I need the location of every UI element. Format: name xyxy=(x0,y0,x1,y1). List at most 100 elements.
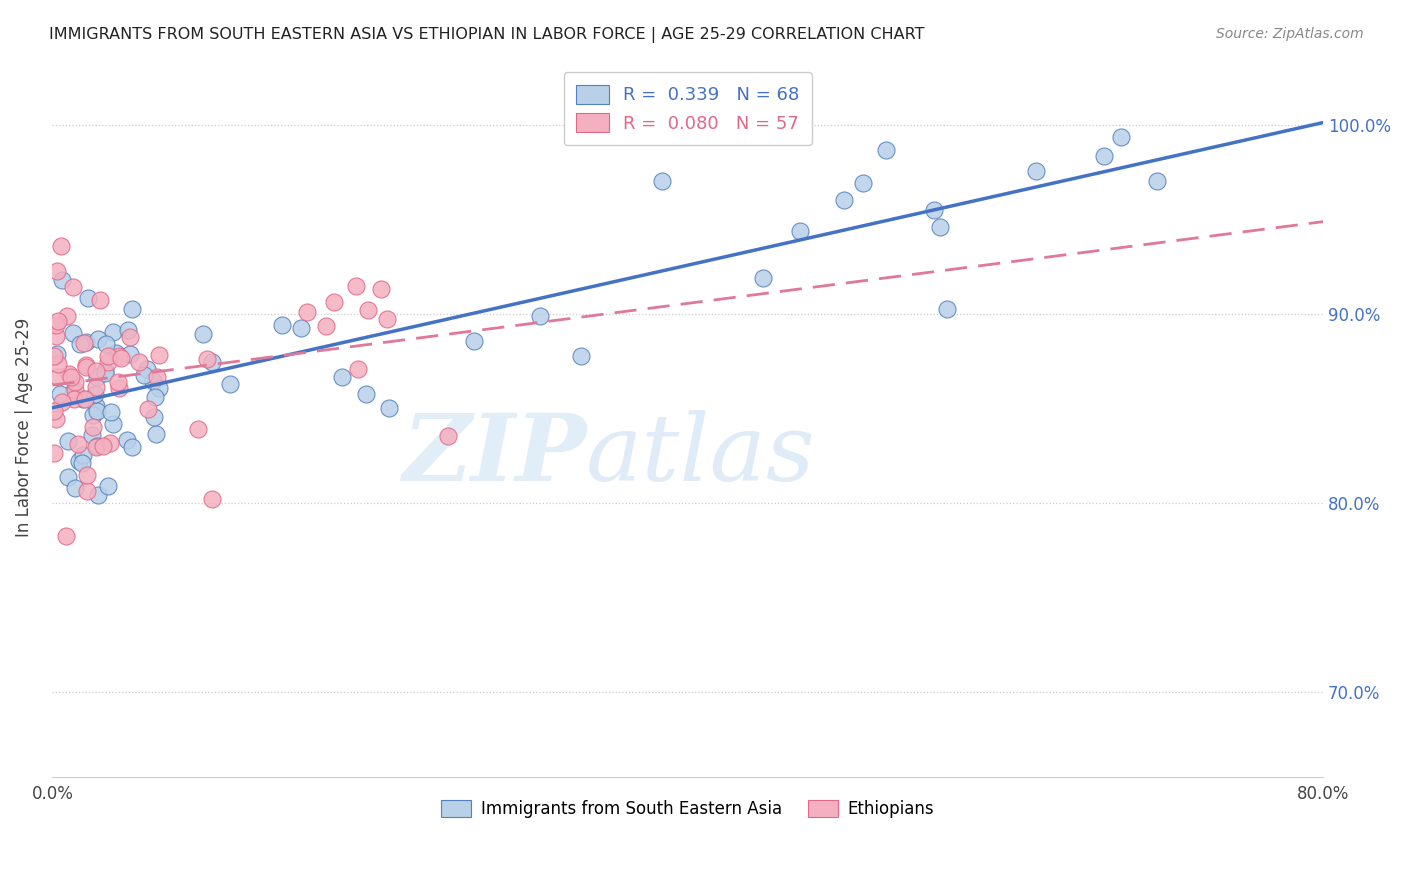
Point xyxy=(375,312,398,326)
Point xyxy=(84,386,107,401)
Point xyxy=(84,441,107,455)
Point xyxy=(51,238,73,252)
Point xyxy=(107,376,129,390)
Point xyxy=(148,381,170,395)
Point xyxy=(852,176,875,190)
Point xyxy=(121,301,143,316)
Point xyxy=(929,220,952,235)
Point xyxy=(101,325,124,339)
Point xyxy=(832,193,855,207)
Point xyxy=(86,332,108,346)
Point xyxy=(77,291,100,305)
Point xyxy=(75,360,97,375)
Point xyxy=(65,384,87,398)
Point xyxy=(75,335,97,350)
Point xyxy=(1092,148,1115,162)
Point xyxy=(94,366,117,380)
Point xyxy=(82,408,104,422)
Point xyxy=(87,488,110,502)
Point xyxy=(62,385,84,400)
Point xyxy=(82,419,104,434)
Point xyxy=(136,401,159,416)
Point xyxy=(80,428,103,442)
Text: ZIP: ZIP xyxy=(402,410,586,500)
Point xyxy=(315,319,337,334)
Point xyxy=(370,282,392,296)
Point xyxy=(101,417,124,431)
Point xyxy=(875,143,897,157)
Point xyxy=(354,387,377,401)
Point xyxy=(72,448,94,462)
Point xyxy=(86,370,108,384)
Point xyxy=(45,412,67,426)
Point xyxy=(219,377,242,392)
Point xyxy=(42,349,65,363)
Point xyxy=(76,483,98,498)
Point xyxy=(110,351,132,366)
Point xyxy=(108,349,131,363)
Point xyxy=(58,434,80,448)
Point xyxy=(142,374,165,388)
Point xyxy=(84,379,107,393)
Point xyxy=(96,337,118,351)
Y-axis label: In Labor Force | Age 25-29: In Labor Force | Age 25-29 xyxy=(15,318,32,537)
Point xyxy=(195,352,218,367)
Point xyxy=(120,330,142,344)
Point xyxy=(201,491,224,506)
Point xyxy=(62,326,84,340)
Point xyxy=(45,318,67,332)
Point xyxy=(297,305,319,319)
Point xyxy=(91,439,114,453)
Point xyxy=(128,355,150,369)
Point xyxy=(100,405,122,419)
Point xyxy=(46,347,69,361)
Point xyxy=(75,392,97,406)
Point xyxy=(107,381,129,395)
Point xyxy=(98,435,121,450)
Point xyxy=(84,364,107,378)
Point xyxy=(65,375,87,389)
Point xyxy=(76,467,98,482)
Point xyxy=(145,370,167,384)
Point xyxy=(89,293,111,307)
Point xyxy=(93,364,115,378)
Point xyxy=(143,410,166,425)
Point xyxy=(134,368,156,383)
Point xyxy=(330,370,353,384)
Point xyxy=(46,313,69,327)
Point xyxy=(46,264,69,278)
Point xyxy=(97,349,120,363)
Legend: Immigrants from South Eastern Asia, Ethiopians: Immigrants from South Eastern Asia, Ethi… xyxy=(434,793,941,824)
Point xyxy=(70,456,93,470)
Point xyxy=(290,320,312,334)
Point xyxy=(55,529,77,543)
Point xyxy=(105,345,128,359)
Point xyxy=(437,429,460,443)
Point xyxy=(120,347,142,361)
Point xyxy=(72,392,94,406)
Point xyxy=(651,174,673,188)
Point xyxy=(86,439,108,453)
Point xyxy=(571,349,593,363)
Point xyxy=(357,303,380,318)
Point xyxy=(48,357,70,371)
Point xyxy=(69,337,91,351)
Point xyxy=(347,362,370,376)
Text: atlas: atlas xyxy=(586,410,815,500)
Point xyxy=(86,403,108,417)
Point xyxy=(187,422,209,436)
Point xyxy=(56,470,79,484)
Point xyxy=(789,224,811,238)
Point xyxy=(97,355,120,369)
Point xyxy=(46,370,69,384)
Point xyxy=(145,427,167,442)
Point xyxy=(56,309,79,323)
Point xyxy=(58,367,80,381)
Point xyxy=(201,355,224,369)
Point xyxy=(84,399,107,413)
Point xyxy=(143,391,166,405)
Point xyxy=(65,481,87,495)
Point xyxy=(73,335,96,350)
Point xyxy=(121,441,143,455)
Point xyxy=(751,271,773,285)
